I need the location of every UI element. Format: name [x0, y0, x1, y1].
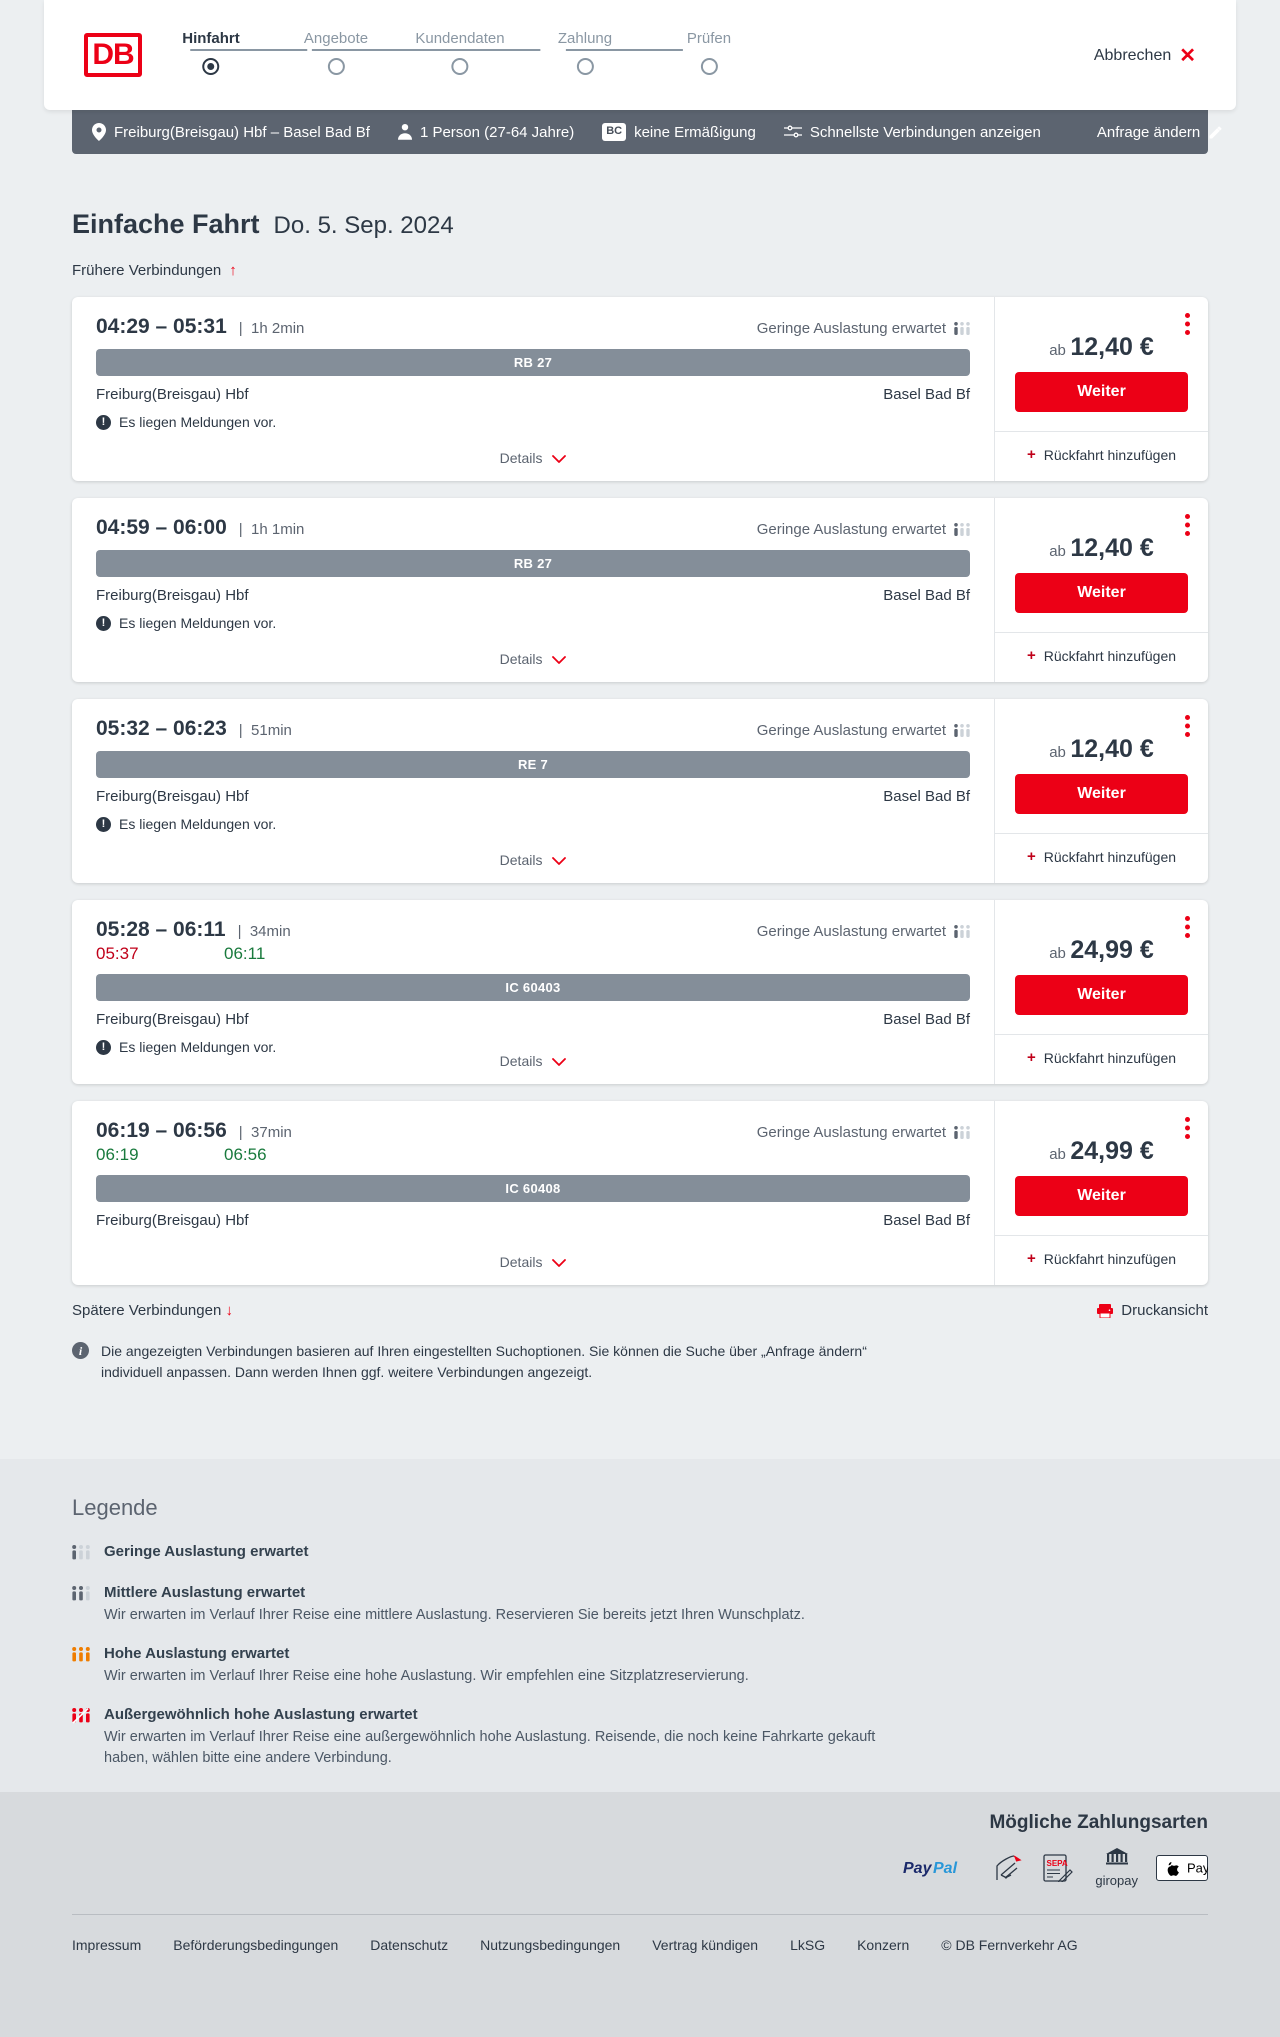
svg-text:Pay: Pay	[903, 1860, 933, 1877]
svg-text:Pay: Pay	[1187, 1861, 1208, 1876]
svg-text:Pal: Pal	[933, 1860, 958, 1877]
svg-text:SEPA: SEPA	[1047, 1859, 1068, 1868]
